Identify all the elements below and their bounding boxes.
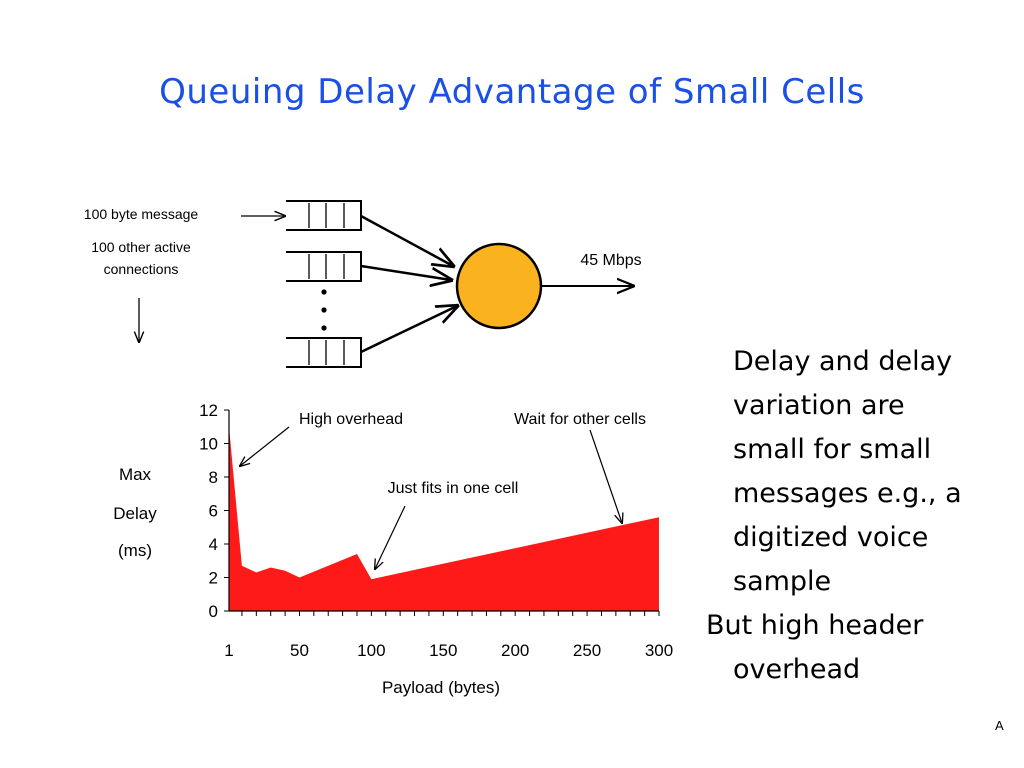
queue-link-middle bbox=[360, 264, 451, 280]
delay-area bbox=[229, 426, 659, 611]
bullet-delay: Delay and delay variation are small for … bbox=[706, 340, 1006, 604]
bullet-delay-line: small for small bbox=[733, 434, 932, 465]
x-tick-label: 150 bbox=[429, 641, 457, 660]
annotation-just-fits: Just fits in one cell bbox=[388, 480, 519, 497]
bullet-delay-line: digitized voice bbox=[733, 522, 929, 553]
x-tick-label: 200 bbox=[501, 641, 529, 660]
queue-diagram: 100 byte message 100 other active connec… bbox=[84, 200, 642, 368]
x-tick-label: 50 bbox=[290, 641, 309, 660]
x-minor-ticks bbox=[241, 611, 660, 616]
y-ticks: 0 2 4 6 8 10 12 bbox=[199, 401, 229, 621]
y-tick-label: 4 bbox=[209, 535, 218, 554]
bullet-overhead: But high header overhead bbox=[706, 604, 1006, 692]
x-tick-label: 300 bbox=[645, 641, 673, 660]
y-tick-label: 10 bbox=[199, 435, 218, 454]
annotation-arrow-wait-cells bbox=[589, 429, 622, 523]
bullet-delay-line: Delay and delay bbox=[733, 346, 953, 377]
y-tick-label: 12 bbox=[199, 401, 218, 420]
y-label-3: (ms) bbox=[118, 541, 152, 560]
x-tick-label: 100 bbox=[357, 641, 385, 660]
annotation-arrow-high-overhead bbox=[240, 426, 290, 466]
connections-label-2: connections bbox=[104, 261, 179, 277]
x-tick-label: 250 bbox=[573, 641, 601, 660]
message-label: 100 byte message bbox=[84, 206, 199, 222]
bullet-overhead-line1: But high header bbox=[706, 610, 924, 641]
queue-link-top bbox=[360, 214, 453, 266]
bullet-list: Delay and delay variation are small for … bbox=[706, 340, 1006, 692]
annotation-wait-cells: Wait for other cells bbox=[514, 411, 646, 428]
annotation-high-overhead: High overhead bbox=[299, 411, 403, 428]
annotation-arrow-just-fits bbox=[375, 505, 406, 569]
bullet-delay-line: sample bbox=[733, 566, 832, 597]
y-tick-label: 0 bbox=[209, 602, 218, 621]
slide-title: Queuing Delay Advantage of Small Cells bbox=[159, 72, 865, 112]
connections-label-1: 100 other active bbox=[91, 239, 191, 255]
x-axis-label: Payload (bytes) bbox=[382, 678, 500, 697]
queue-link-bottom bbox=[360, 306, 457, 354]
y-tick-label: 2 bbox=[209, 569, 218, 588]
link-speed-label: 45 Mbps bbox=[580, 252, 641, 269]
bullet-delay-line: variation are bbox=[733, 390, 905, 421]
ellipsis-dots bbox=[321, 289, 327, 331]
queue-top bbox=[286, 200, 362, 231]
bullet-overhead-line2: overhead bbox=[733, 654, 861, 685]
y-tick-label: 6 bbox=[209, 502, 218, 521]
x-ticks: 1 50 100 150 200 250 300 bbox=[224, 641, 673, 660]
queue-bottom bbox=[286, 337, 362, 368]
x-tick-label: 1 bbox=[224, 641, 233, 660]
y-label-1: Max bbox=[119, 465, 152, 484]
queue-middle bbox=[286, 251, 362, 282]
bullet-delay-line: messages e.g., a bbox=[733, 478, 962, 509]
slide-code: A bbox=[995, 718, 1004, 733]
y-label-2: Delay bbox=[113, 504, 157, 523]
server-node bbox=[455, 242, 543, 330]
y-tick-label: 8 bbox=[209, 468, 218, 487]
